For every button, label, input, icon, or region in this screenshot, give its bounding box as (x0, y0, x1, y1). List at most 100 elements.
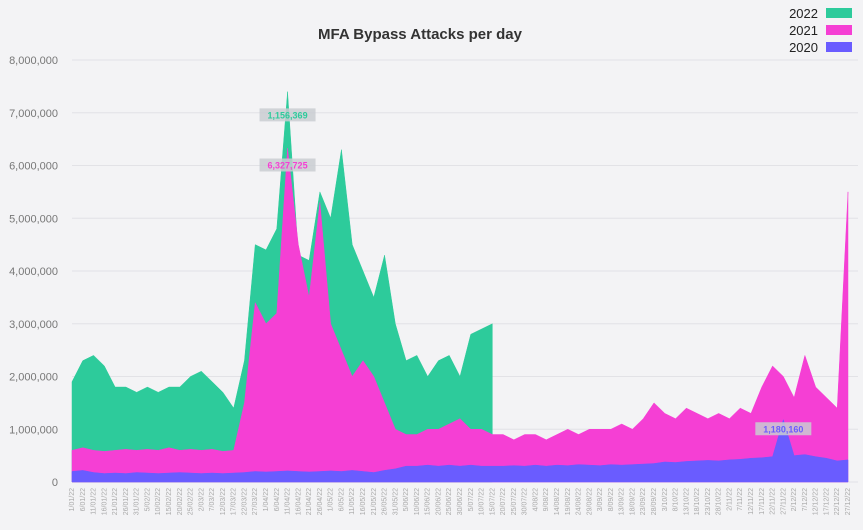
x-tick-label: 20/07/22 (500, 488, 507, 515)
x-tick-label: 6/05/22 (338, 488, 345, 511)
y-tick-label: 5,000,000 (9, 213, 58, 225)
annotation-2021: 6,327,725 (259, 158, 316, 172)
x-tick-label: 18/09/22 (629, 488, 636, 515)
x-tick-label: 7/03/22 (209, 488, 216, 511)
x-tick-label: 10/06/22 (414, 488, 421, 515)
legend-swatch (826, 25, 852, 35)
annotation-label: 1,180,160 (763, 424, 803, 434)
x-tick-label: 9/08/22 (543, 488, 550, 511)
x-tick-label: 8/09/22 (608, 488, 615, 511)
annotation-2022: 1,156,369 (259, 108, 316, 122)
x-tick-label: 26/04/22 (317, 488, 324, 515)
annotation-2020: 1,180,160 (755, 422, 812, 436)
x-tick-label: 26/05/22 (382, 488, 389, 515)
area-series-2020 (71, 418, 849, 483)
area-series-2021 (71, 148, 849, 483)
x-tick-label: 10/07/22 (479, 488, 486, 515)
x-tick-label: 27/11/22 (780, 488, 787, 515)
x-tick-label: 6/04/22 (274, 488, 281, 511)
y-tick-label: 1,000,000 (9, 424, 58, 436)
legend-label: 2021 (789, 23, 818, 38)
x-tick-label: 27/03/22 (252, 488, 259, 515)
x-tick-label: 20/06/22 (435, 488, 442, 515)
annotation-box (259, 108, 316, 122)
x-tick-label: 2/11/22 (726, 488, 733, 511)
x-tick-label: 28/10/22 (716, 488, 723, 515)
x-tick-label: 1/05/22 (328, 488, 335, 511)
x-tick-label: 27/12/22 (845, 488, 852, 515)
x-tick-label: 11/04/22 (285, 488, 292, 515)
x-tick-label: 17/03/22 (231, 488, 238, 515)
x-tick-label: 17/12/22 (823, 488, 830, 515)
y-tick-label: 3,000,000 (9, 319, 58, 331)
x-tick-label: 23/09/22 (640, 488, 647, 515)
x-tick-label: 19/08/22 (565, 488, 572, 515)
x-tick-label: 5/06/22 (403, 488, 410, 511)
x-tick-label: 23/10/22 (705, 488, 712, 515)
x-tick-label: 22/12/22 (834, 488, 841, 515)
annotation-label: 1,156,369 (268, 110, 308, 120)
x-tick-label: 15/02/22 (166, 488, 173, 515)
x-tick-label: 12/12/22 (813, 488, 820, 515)
x-tick-label: 28/09/22 (651, 488, 658, 515)
x-tick-label: 20/02/22 (177, 488, 184, 515)
x-tick-label: 25/07/22 (511, 488, 518, 515)
y-tick-label: 4,000,000 (9, 266, 58, 278)
chart-title: MFA Bypass Attacks per day (318, 26, 523, 43)
x-tick-label: 30/07/22 (522, 488, 529, 515)
x-tick-label: 5/02/22 (144, 488, 151, 511)
x-tick-label: 2/12/22 (791, 488, 798, 511)
x-tick-label: 16/05/22 (360, 488, 367, 515)
y-tick-label: 2,000,000 (9, 372, 58, 384)
legend-item-2020: 2020 (789, 40, 852, 55)
x-tick-label: 12/11/22 (748, 488, 755, 515)
x-tick-label: 25/06/22 (446, 488, 453, 515)
legend-item-2021: 2021 (789, 23, 852, 38)
annotation-box (755, 422, 812, 436)
x-tick-label: 15/06/22 (425, 488, 432, 515)
x-tick-label: 13/09/22 (619, 488, 626, 515)
x-tick-label: 30/06/22 (457, 488, 464, 515)
x-tick-label: 7/12/22 (802, 488, 809, 511)
x-tick-label: 22/11/22 (770, 488, 777, 515)
x-tick-label: 11/01/22 (91, 488, 98, 515)
x-tick-label: 15/07/22 (489, 488, 496, 515)
x-tick-label: 4/08/22 (532, 488, 539, 511)
annotation-box (259, 158, 316, 172)
y-tick-label: 6,000,000 (9, 161, 58, 173)
x-tick-label: 31/01/22 (134, 488, 141, 515)
legend-swatch (826, 8, 852, 18)
x-tick-label: 7/11/22 (737, 488, 744, 511)
x-tick-label: 6/01/22 (80, 488, 87, 511)
legend-label: 2020 (789, 40, 818, 55)
x-tick-label: 13/10/22 (683, 488, 690, 515)
y-tick-label: 7,000,000 (9, 108, 58, 120)
x-tick-label: 8/10/22 (673, 488, 680, 511)
x-tick-label: 11/05/22 (349, 488, 356, 515)
x-tick-label: 3/10/22 (662, 488, 669, 511)
x-tick-label: 18/10/22 (694, 488, 701, 515)
x-tick-label: 21/05/22 (371, 488, 378, 515)
y-tick-label: 8,000,000 (9, 55, 58, 67)
x-tick-label: 26/01/22 (123, 488, 130, 515)
annotation-label: 6,327,725 (268, 161, 308, 171)
legend-swatch (826, 42, 852, 52)
x-tick-label: 10/02/22 (155, 488, 162, 515)
x-tick-label: 16/04/22 (295, 488, 302, 515)
x-tick-label: 1/01/22 (69, 488, 76, 511)
x-tick-label: 22/03/22 (241, 488, 248, 515)
legend-item-2022: 2022 (789, 6, 852, 21)
x-tick-label: 3/09/22 (597, 488, 604, 511)
y-tick-label: 0 (52, 477, 58, 489)
x-tick-label: 14/08/22 (554, 488, 561, 515)
x-tick-label: 25/02/22 (188, 488, 195, 515)
x-tick-label: 24/08/22 (576, 488, 583, 515)
x-tick-label: 29/08/22 (586, 488, 593, 515)
x-tick-label: 21/01/22 (112, 488, 119, 515)
x-tick-label: 2/03/22 (198, 488, 205, 511)
x-tick-label: 16/01/22 (101, 488, 108, 515)
x-tick-label: 31/05/22 (392, 488, 399, 515)
x-tick-label: 5/07/22 (468, 488, 475, 511)
x-tick-label: 12/03/22 (220, 488, 227, 515)
